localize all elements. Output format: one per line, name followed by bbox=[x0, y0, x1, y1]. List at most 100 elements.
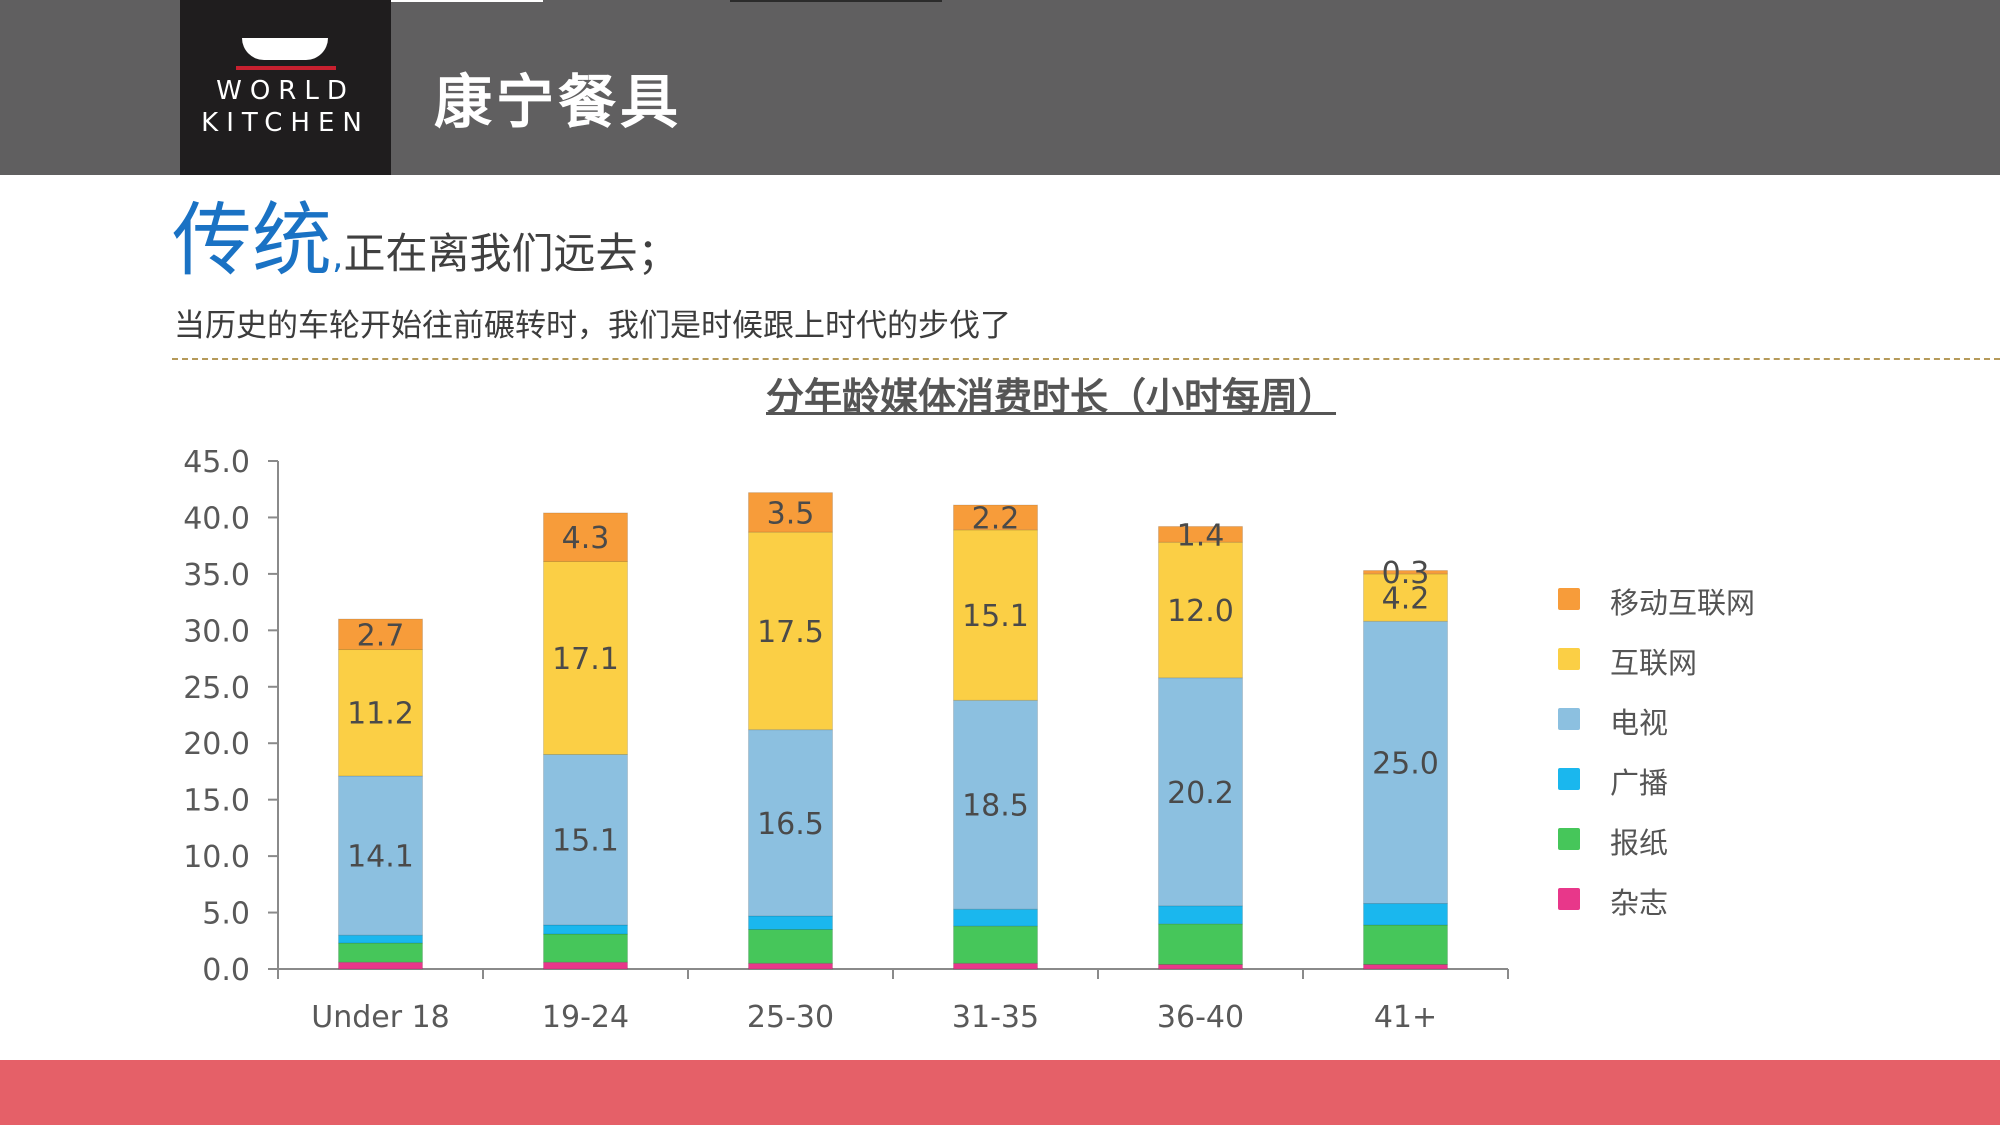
bar-segment bbox=[1158, 677, 1243, 907]
bar-segment bbox=[338, 618, 423, 651]
data-label: 11.2 bbox=[347, 697, 414, 732]
brand-name: 康宁餐具 bbox=[434, 68, 683, 136]
bar-segment bbox=[953, 504, 1038, 531]
legend-label: 广播 bbox=[1610, 766, 1669, 800]
bar-segment bbox=[748, 729, 833, 917]
data-label: 18.5 bbox=[962, 789, 1029, 824]
y-tick-label: 5.0 bbox=[202, 897, 250, 932]
bar-segment bbox=[748, 928, 833, 964]
bar-segment bbox=[1158, 963, 1243, 970]
x-tick-label: 31-35 bbox=[952, 1000, 1039, 1035]
bar-segment bbox=[543, 754, 628, 926]
bar-segment bbox=[748, 915, 833, 930]
legend-item: 报纸 bbox=[1558, 820, 1818, 860]
data-label: 12.0 bbox=[1167, 594, 1234, 629]
y-tick-label: 0.0 bbox=[202, 953, 250, 988]
data-label: 15.1 bbox=[552, 824, 619, 859]
x-tick-label: 41+ bbox=[1374, 1000, 1437, 1035]
bar-segment bbox=[953, 699, 1038, 910]
logo-text-line1: WORLD bbox=[216, 76, 355, 106]
data-label: 1.4 bbox=[1177, 518, 1225, 553]
header-accent-line bbox=[730, 0, 942, 2]
world-kitchen-logo: WORLD KITCHEN bbox=[180, 0, 391, 175]
bar-segment bbox=[953, 908, 1038, 927]
data-label: 16.5 bbox=[757, 807, 824, 842]
data-label: 20.2 bbox=[1167, 776, 1234, 811]
bar-segment bbox=[1363, 963, 1448, 970]
bar-segment bbox=[1363, 573, 1448, 622]
legend-swatch bbox=[1558, 888, 1580, 910]
bar-segment bbox=[543, 560, 628, 756]
bar-segment bbox=[543, 512, 628, 562]
legend-swatch bbox=[1558, 588, 1580, 610]
bar-segment bbox=[953, 925, 1038, 964]
bar-segment bbox=[953, 529, 1038, 701]
data-label: 3.5 bbox=[767, 496, 815, 531]
legend-item: 互联网 bbox=[1558, 640, 1818, 680]
data-label: 4.2 bbox=[1382, 582, 1430, 617]
y-tick-label: 45.0 bbox=[183, 445, 250, 480]
bar-segment bbox=[338, 934, 423, 944]
bar-segment bbox=[1158, 923, 1243, 965]
bar-segment bbox=[1363, 620, 1448, 905]
bar-segment bbox=[338, 649, 423, 777]
legend-label: 杂志 bbox=[1610, 886, 1669, 920]
data-label: 25.0 bbox=[1372, 746, 1439, 781]
data-label: 2.2 bbox=[972, 501, 1020, 536]
y-tick-label: 20.0 bbox=[183, 727, 250, 762]
data-label: 14.1 bbox=[347, 840, 414, 875]
bar-segment bbox=[338, 942, 423, 963]
x-tick-label: Under 18 bbox=[311, 1000, 450, 1035]
y-tick-label: 10.0 bbox=[183, 840, 250, 875]
bar-segment bbox=[953, 962, 1038, 970]
y-tick-label: 35.0 bbox=[183, 558, 250, 593]
bar-segment bbox=[543, 933, 628, 963]
headline-comma: , bbox=[332, 236, 344, 277]
data-label: 17.5 bbox=[757, 615, 824, 650]
legend-swatch bbox=[1558, 708, 1580, 730]
page-subtitle: 当历史的车轮开始往前碾转时，我们是时候跟上时代的步伐了 bbox=[174, 308, 1011, 344]
data-label: 15.1 bbox=[962, 599, 1029, 634]
legend-item: 电视 bbox=[1558, 700, 1818, 740]
bar-segment bbox=[338, 961, 423, 970]
legend-label: 互联网 bbox=[1610, 646, 1698, 680]
bar-segment bbox=[1363, 903, 1448, 926]
bar-segment bbox=[1158, 525, 1243, 543]
y-tick-label: 15.0 bbox=[183, 784, 250, 819]
bar-segment bbox=[748, 492, 833, 533]
logo-text-line2: KITCHEN bbox=[201, 108, 370, 138]
bar-segment bbox=[1363, 570, 1448, 575]
bowl-icon bbox=[242, 38, 328, 60]
y-tick-label: 40.0 bbox=[183, 501, 250, 536]
footer-bar bbox=[0, 1060, 2000, 1125]
data-label: 4.3 bbox=[562, 521, 610, 556]
bar-segment bbox=[338, 775, 423, 936]
y-tick-label: 25.0 bbox=[183, 671, 250, 706]
page-headline: 传统,正在离我们远去； bbox=[172, 176, 679, 292]
legend-swatch bbox=[1558, 768, 1580, 790]
headline-emphasis: 传统 bbox=[172, 194, 332, 287]
bar-segment bbox=[748, 962, 833, 970]
data-label: 0.3 bbox=[1382, 556, 1430, 591]
y-tick-label: 30.0 bbox=[183, 614, 250, 649]
legend-item: 杂志 bbox=[1558, 880, 1818, 920]
x-tick-label: 25-30 bbox=[747, 1000, 834, 1035]
dashed-divider bbox=[172, 358, 2000, 360]
headline-rest: 正在离我们远去； bbox=[343, 229, 680, 278]
chart-title: 分年龄媒体消费时长（小时每周） bbox=[766, 375, 1337, 419]
legend-label: 电视 bbox=[1610, 706, 1669, 740]
legend-item: 移动互联网 bbox=[1558, 580, 1818, 620]
bar-segment bbox=[543, 961, 628, 970]
data-label: 2.7 bbox=[357, 618, 405, 653]
legend-swatch bbox=[1558, 828, 1580, 850]
bar-segment bbox=[543, 924, 628, 935]
legend-label: 报纸 bbox=[1610, 826, 1669, 860]
legend-swatch bbox=[1558, 648, 1580, 670]
x-tick-label: 36-40 bbox=[1157, 1000, 1244, 1035]
legend-label: 移动互联网 bbox=[1610, 586, 1756, 620]
header-bar: WORLD KITCHEN 康宁餐具 bbox=[0, 0, 2000, 175]
x-tick-label: 19-24 bbox=[542, 1000, 629, 1035]
bowl-rim-icon bbox=[236, 66, 336, 70]
bar-segment bbox=[1363, 924, 1448, 965]
